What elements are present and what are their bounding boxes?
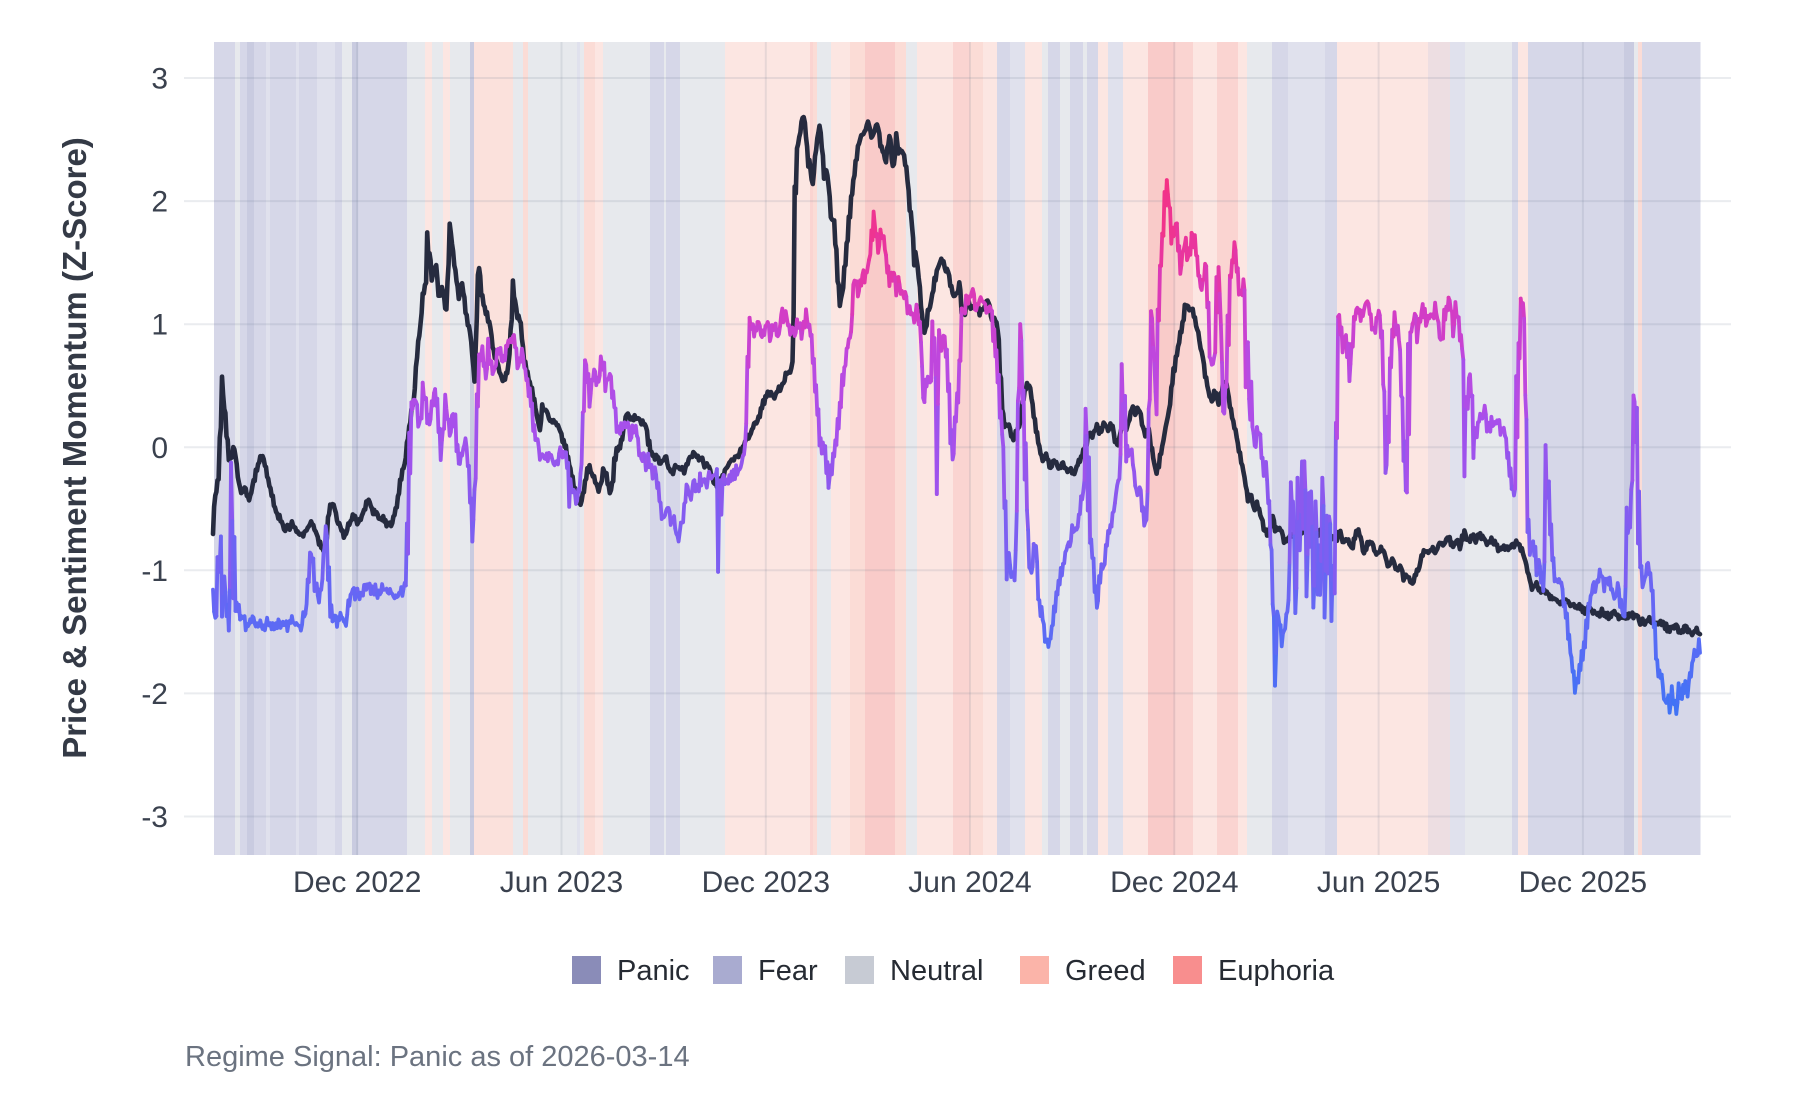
svg-text:Dec 2023: Dec 2023 bbox=[702, 866, 830, 899]
svg-text:Price & Sentiment Momentum (Z-: Price & Sentiment Momentum (Z-Score) bbox=[56, 137, 93, 759]
svg-text:Jun 2023: Jun 2023 bbox=[500, 866, 623, 899]
svg-text:Regime Signal: Panic as of 202: Regime Signal: Panic as of 2026-03-14 bbox=[185, 1041, 690, 1073]
svg-text:Neutral: Neutral bbox=[890, 955, 984, 987]
svg-text:Greed: Greed bbox=[1065, 955, 1146, 987]
svg-text:Dec 2024: Dec 2024 bbox=[1110, 866, 1238, 899]
svg-text:3: 3 bbox=[151, 63, 168, 96]
svg-text:-3: -3 bbox=[141, 801, 168, 834]
svg-text:1: 1 bbox=[151, 309, 168, 342]
svg-text:Panic: Panic bbox=[617, 955, 690, 987]
svg-text:Jun 2024: Jun 2024 bbox=[908, 866, 1031, 899]
svg-text:-2: -2 bbox=[141, 678, 168, 711]
svg-text:Jun 2025: Jun 2025 bbox=[1317, 866, 1440, 899]
svg-text:-1: -1 bbox=[141, 555, 168, 588]
svg-text:Fear: Fear bbox=[758, 955, 818, 987]
svg-text:Dec 2025: Dec 2025 bbox=[1519, 866, 1647, 899]
svg-text:0: 0 bbox=[151, 432, 168, 465]
svg-text:Euphoria: Euphoria bbox=[1218, 955, 1335, 987]
svg-text:Dec 2022: Dec 2022 bbox=[293, 866, 421, 899]
svg-text:2: 2 bbox=[151, 186, 168, 219]
